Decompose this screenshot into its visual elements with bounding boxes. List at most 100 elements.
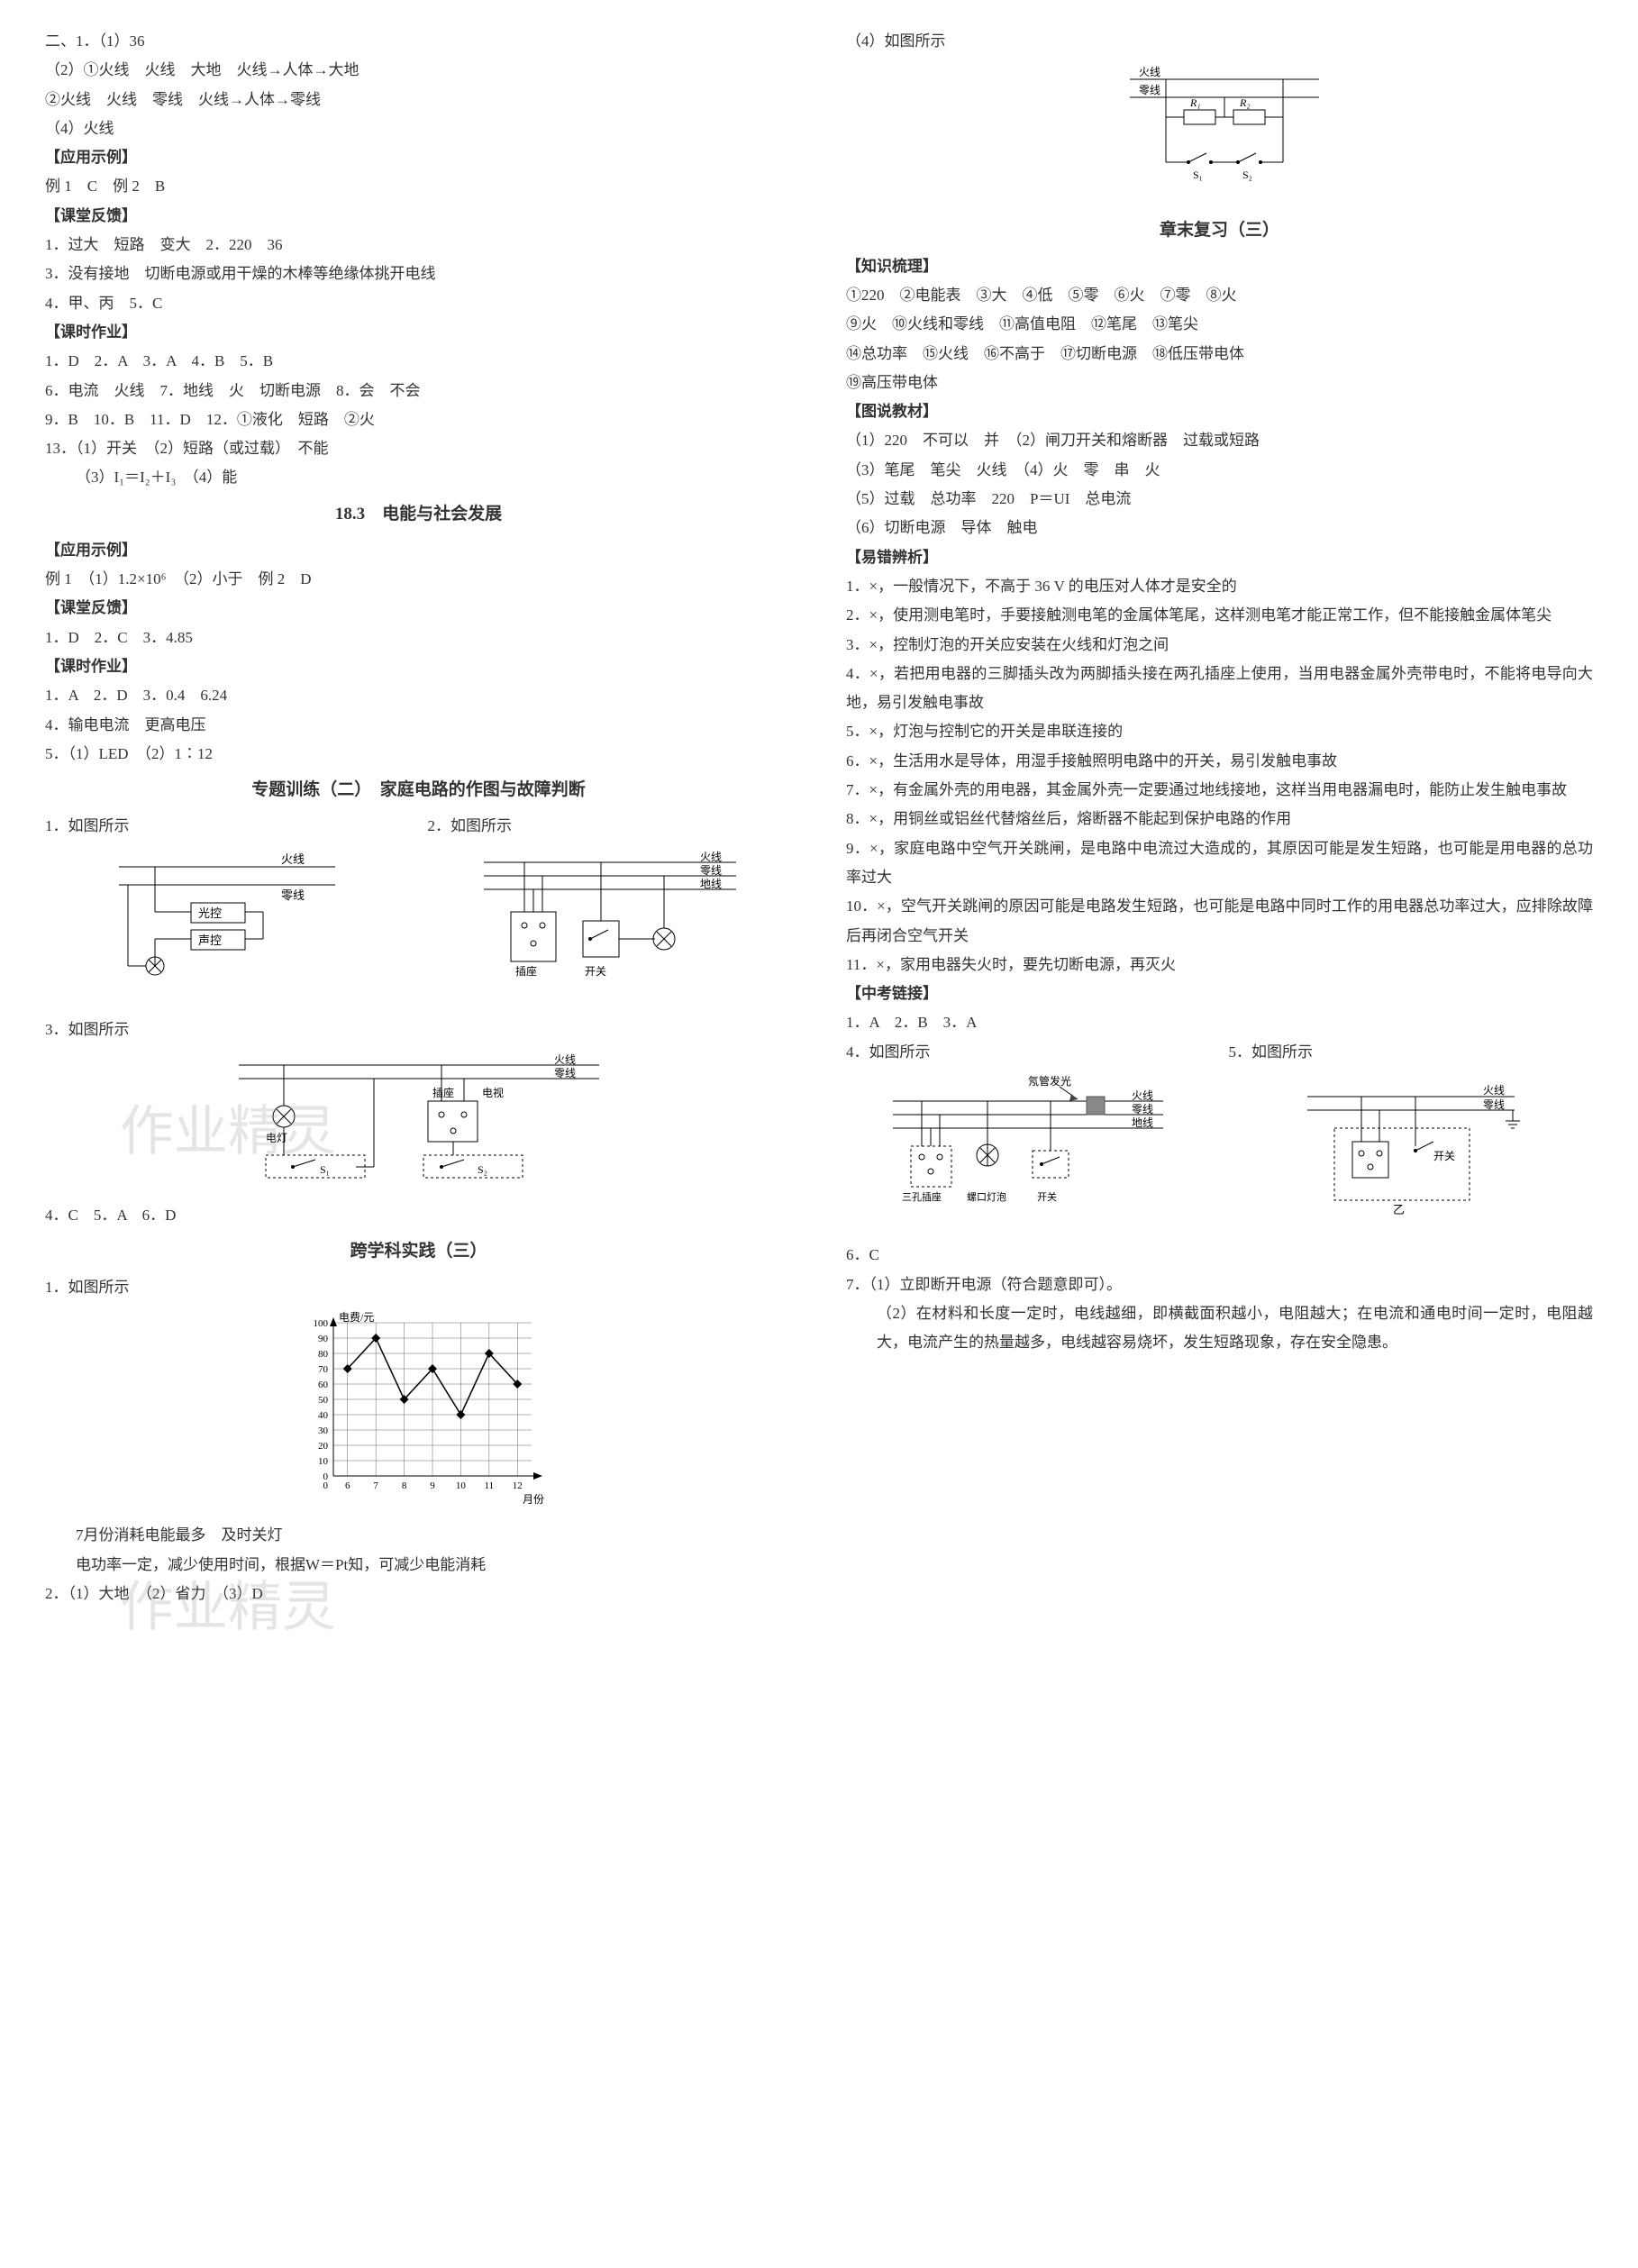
label-sheng: 声控: [198, 934, 222, 947]
yicuo-item: 11．×，家用电器失火时，要先切断电源，再灭火: [846, 951, 1593, 979]
text-line: 例 1 （1）1.2×10⁶ （2）小于 例 2 D: [45, 565, 792, 594]
svg-text:100: 100: [313, 1318, 328, 1329]
left-column: 二、1．（1）36 （2）①火线 火线 大地 火线→人体→大地 ②火线 火线 零…: [45, 27, 792, 1608]
text-line: ⑲高压带电体: [846, 369, 1593, 397]
text-line: （4）如图所示: [846, 27, 1593, 56]
svg-text:60: 60: [318, 1380, 329, 1390]
svg-text:80: 80: [318, 1349, 329, 1360]
text-line: （3）I₁＝I₂＋I₃ （4）能: [45, 463, 792, 492]
yicuo-list: 1．×，一般情况下，不高于 36 V 的电压对人体才是安全的2．×，使用测电笔时…: [846, 572, 1593, 979]
svg-text:50: 50: [318, 1395, 329, 1406]
chart-figure: 010203040506070809010006789101112电费/元月份: [45, 1309, 792, 1517]
text-line: 4．输电电流 更高电压: [45, 711, 792, 740]
figure-row: 1．如图所示 火线 零线 光控: [45, 812, 792, 1016]
zk-fig-left: 氖管发光 火线 零线 地线: [846, 1074, 1211, 1237]
label-san: 三孔插座: [902, 1190, 942, 1203]
svg-text:9: 9: [430, 1480, 435, 1491]
label-r1: R₁: [1189, 96, 1201, 109]
label-ling: 零线: [281, 888, 305, 902]
circuit1-figure: 火线 零线 光控 声控: [45, 849, 410, 994]
right-column: （4）如图所示 火线 零线 R₁ R₂: [846, 27, 1593, 1608]
title-kxk3: 跨学科实践（三）: [45, 1235, 792, 1268]
section-yicuo: 【易错辨析】: [846, 543, 1593, 572]
text-line: 7月份消耗电能最多 及时关灯: [45, 1521, 792, 1550]
text-line: 1．过大 短路 变大 2．220 36: [45, 231, 792, 260]
text-line: 2．（1）大地 （2）省力 （3）D: [45, 1580, 792, 1608]
label-huo: 火线: [1483, 1084, 1505, 1097]
svg-text:30: 30: [318, 1425, 329, 1436]
text-line: ①220 ②电能表 ③大 ④低 ⑤零 ⑥火 ⑦零 ⑧火: [846, 281, 1593, 310]
label-yi: 乙: [1393, 1203, 1405, 1216]
section-ketang: 【课堂反馈】: [45, 202, 792, 231]
svg-text:月份: 月份: [523, 1493, 544, 1506]
label-chazuo: 插座: [432, 1086, 454, 1099]
text-line: 4．如图所示: [846, 1038, 1211, 1067]
section-zhongkao: 【中考链接】: [846, 979, 1593, 1008]
label-ling: 零线: [700, 864, 722, 877]
text-line: ⑨火 ⑩火线和零线 ⑪高值电阻 ⑫笔尾 ⑬笔尖: [846, 310, 1593, 339]
text-line: 电功率一定，减少使用时间，根据W＝Pt知，可减少电能消耗: [45, 1551, 792, 1580]
section-tushuo: 【图说教材】: [846, 397, 1593, 426]
label-kaiguan: 开关: [585, 965, 606, 978]
label-tv: 电视: [482, 1086, 504, 1099]
text-line: 1．如图所示: [45, 1273, 792, 1302]
svg-text:20: 20: [318, 1441, 329, 1452]
label-s1: S₁: [1193, 169, 1203, 181]
svg-text:70: 70: [318, 1364, 329, 1375]
text-line: 1．如图所示: [45, 812, 410, 841]
text-line: 4．C 5．A 6．D: [45, 1201, 792, 1230]
label-ling: 零线: [1483, 1098, 1505, 1111]
circuit2-figure: 火线 零线 地线 插座: [428, 849, 793, 1012]
yicuo-item: 1．×，一般情况下，不高于 36 V 的电压对人体才是安全的: [846, 572, 1593, 601]
yicuo-item: 5．×，灯泡与控制它的开关是串联连接的: [846, 717, 1593, 746]
yicuo-item: 9．×，家庭电路中空气开关跳闸，是电路中电流过大造成的，其原因可能是发生短路，也…: [846, 834, 1593, 893]
label-di: 地线: [1132, 1116, 1153, 1129]
text-line: 4．甲、丙 5．C: [45, 289, 792, 318]
label-huo: 火线: [1139, 66, 1160, 78]
text-line: 二、1．（1）36: [45, 27, 792, 56]
text-line: 1．D 2．C 3．4.85: [45, 624, 792, 652]
svg-text:电费/元: 电费/元: [339, 1311, 374, 1324]
text-line: 3．没有接地 切断电源或用干燥的木棒等绝缘体挑开电线: [45, 260, 792, 288]
label-r2: R₂: [1239, 96, 1251, 109]
text-line: （2）在材料和长度一定时，电线越细，即横截面积越小，电阻越大；在电流和通电时间一…: [846, 1299, 1593, 1358]
label-ling: 零线: [1132, 1103, 1153, 1116]
label-huo: 火线: [554, 1053, 576, 1066]
text-line: （4）火线: [45, 114, 792, 143]
section-keshi: 【课时作业】: [45, 318, 792, 347]
svg-text:12: 12: [512, 1480, 522, 1491]
label-huo: 火线: [700, 851, 722, 863]
label-ne: 氖管发光: [1028, 1074, 1071, 1088]
text-line: 1．D 2．A 3．A 4．B 5．B: [45, 347, 792, 376]
yicuo-item: 4．×，若把用电器的三脚插头改为两脚插头接在两孔插座上使用，当用电器金属外壳带电…: [846, 660, 1593, 718]
yicuo-item: 3．×，控制灯泡的开关应安装在火线和灯泡之间: [846, 631, 1593, 660]
text-line: （2）①火线 火线 大地 火线→人体→大地: [45, 56, 792, 85]
circuit4-figure: 火线 零线 R₁ R₂: [846, 63, 1593, 208]
text-line: 5．如图所示: [1229, 1038, 1594, 1067]
section-keshi: 【课时作业】: [45, 652, 792, 681]
label-ling: 零线: [554, 1067, 576, 1079]
circuit3-figure: 火线 零线 电灯 S₁ 插座 电: [45, 1052, 792, 1197]
yicuo-item: 7．×，有金属外壳的用电器，其金属外壳一定要通过地线接地，这样当用电器漏电时，能…: [846, 776, 1593, 805]
label-di: 地线: [700, 878, 722, 890]
svg-text:8: 8: [401, 1480, 406, 1491]
label-chazuo: 插座: [515, 964, 537, 978]
text-line: 13．（1）开关 （2）短路（或过载） 不能: [45, 434, 792, 463]
text-line: （6）切断电源 导体 触电: [846, 514, 1593, 542]
label-luo: 螺口灯泡: [967, 1190, 1006, 1203]
text-line: 3．如图所示: [45, 1016, 792, 1044]
svg-text:6: 6: [344, 1480, 350, 1491]
svg-text:40: 40: [318, 1410, 329, 1421]
svg-text:10: 10: [455, 1480, 466, 1491]
label-s2: S₂: [478, 1163, 487, 1176]
text-line: （3）笔尾 笔尖 火线 （4）火 零 串 火: [846, 456, 1593, 485]
title-zm3: 章末复习（三）: [846, 214, 1593, 247]
text-line: 9．B 10．B 11．D 12．①液化 短路 ②火: [45, 405, 792, 434]
svg-text:90: 90: [318, 1334, 329, 1344]
svg-text:10: 10: [318, 1456, 329, 1467]
label-s1: S₁: [320, 1163, 330, 1176]
text-line: ②火线 火线 零线 火线→人体→零线: [45, 86, 792, 114]
svg-text:0: 0: [323, 1480, 328, 1491]
title-183: 18.3 电能与社会发展: [45, 498, 792, 531]
text-line: 7．（1）立即断开电源（符合题意即可）。: [846, 1271, 1593, 1299]
